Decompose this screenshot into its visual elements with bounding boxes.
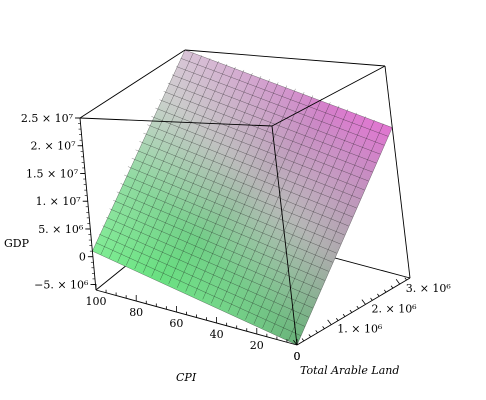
- box-edge: [271, 125, 298, 346]
- surface-grid-line: [113, 200, 321, 290]
- surface-grid-line: [228, 98, 322, 312]
- surface-grid-line: [100, 52, 194, 255]
- y-tick-mark: [342, 313, 346, 317]
- box-edge: [384, 65, 411, 279]
- box-edge: [79, 117, 97, 291]
- surface-shading: [92, 50, 393, 345]
- z-tick-label: −5. × 10⁶: [34, 278, 89, 291]
- surface-grid-line: [134, 63, 228, 270]
- surface-grid-line: [151, 69, 245, 277]
- x-tick-label: 80: [129, 306, 143, 319]
- surface-grid-line: [139, 141, 349, 227]
- surface-grid-line: [193, 85, 288, 296]
- surface-grid-line: [131, 157, 341, 245]
- x-axis-label: CPI: [176, 371, 197, 384]
- surface-grid-line: [159, 72, 253, 281]
- surface-grid-line: [147, 124, 357, 209]
- surface-grid-line: [151, 116, 361, 200]
- surface-grid-line: [106, 216, 313, 309]
- y-tick-mark: [377, 293, 380, 297]
- surface-grid-line: [236, 102, 331, 316]
- y-tick-mark: [335, 317, 339, 321]
- surface-grid-line: [176, 66, 385, 146]
- surface-grid-line: [109, 208, 317, 300]
- surface-grid-line: [135, 149, 345, 236]
- y-tick-label: 2. × 10⁶: [371, 302, 417, 315]
- y-tick-mark: [356, 305, 359, 309]
- surface-grid-line: [171, 74, 381, 155]
- y-tick-mark: [327, 319, 332, 325]
- z-tick-label: 0: [79, 251, 86, 264]
- y-tick-mark: [390, 285, 394, 289]
- y-tick-mark: [308, 334, 312, 338]
- z-tick-label: 1. × 10⁷: [36, 195, 82, 208]
- x-tick-label: 40: [210, 328, 224, 341]
- surface-grid-line: [159, 99, 369, 182]
- surface-grid-line: [125, 61, 219, 266]
- surface-grid-line: [219, 95, 314, 308]
- y-tick-label: 1. × 10⁶: [337, 323, 383, 336]
- surface-grid-line: [95, 242, 302, 336]
- y-axis-label: Total Arable Land: [300, 364, 399, 377]
- surface-grid-line: [117, 58, 211, 262]
- z-tick-label: 5. × 10⁶: [38, 223, 84, 236]
- y-tick-mark: [361, 299, 366, 305]
- y-tick-mark: [349, 309, 353, 313]
- y-tick-label: 3. × 10⁶: [406, 282, 452, 295]
- bounding-box-front: [79, 49, 411, 346]
- y-tick-label: 0: [294, 350, 301, 363]
- y-tick-mark: [395, 279, 401, 285]
- box-edge: [79, 49, 186, 119]
- surface-grid-line: [202, 88, 296, 300]
- surface-grid-line: [124, 174, 333, 263]
- box-edge: [79, 117, 273, 127]
- surface-grid-line: [163, 91, 373, 173]
- surface-grid-line: [127, 166, 337, 254]
- surface-grid-line: [167, 82, 377, 164]
- x-tick-label: 60: [169, 317, 183, 330]
- z-tick-label: 1.5 × 10⁷: [26, 167, 79, 180]
- surface-grid-line: [92, 49, 186, 252]
- surface-grid-line: [262, 112, 357, 328]
- surface-grid-line: [185, 82, 279, 292]
- y-tick-mark: [404, 277, 407, 281]
- axis-ticks: 2.5 × 10⁷ 2. × 10⁷ 1.5 × 10⁷ 1. × 10⁷ 5. × 1…: [21, 112, 452, 363]
- surface-grid-line: [211, 92, 305, 304]
- y-tick-mark: [301, 338, 305, 342]
- box-edge: [296, 277, 411, 346]
- y-tick-mark: [293, 339, 298, 346]
- surface-grid-line: [143, 132, 353, 218]
- surface-grid-line: [142, 66, 236, 273]
- box-edge: [271, 65, 386, 127]
- surface-grid-line: [116, 191, 325, 281]
- y-tick-mark: [315, 330, 318, 334]
- y-tick-mark: [322, 326, 325, 329]
- surface-grid-line: [120, 183, 329, 272]
- y-tick-mark: [383, 289, 387, 293]
- z-tick-label: 2. × 10⁷: [30, 140, 76, 153]
- surface-grid-line: [184, 49, 393, 128]
- surface: [92, 49, 393, 346]
- surface-grid-line: [109, 55, 202, 259]
- surface-grid-line: [296, 127, 393, 346]
- surface-grid-line: [155, 107, 365, 191]
- x-tick-label: 100: [86, 295, 107, 308]
- box-edge: [184, 49, 386, 67]
- surface-grid-line: [253, 109, 349, 324]
- z-axis-label: GDP: [4, 237, 30, 250]
- x-tick-label: 0: [294, 350, 301, 363]
- surface-grid-line: [176, 79, 270, 288]
- surface-grid-line: [168, 75, 262, 284]
- surface-grid-line: [245, 105, 340, 320]
- surface-grid-line: [180, 58, 389, 137]
- z-tick-label: 2.5 × 10⁷: [21, 112, 74, 125]
- y-tick-mark: [370, 297, 373, 301]
- surface-grid-line: [92, 250, 298, 346]
- x-tick-label: 20: [250, 339, 264, 352]
